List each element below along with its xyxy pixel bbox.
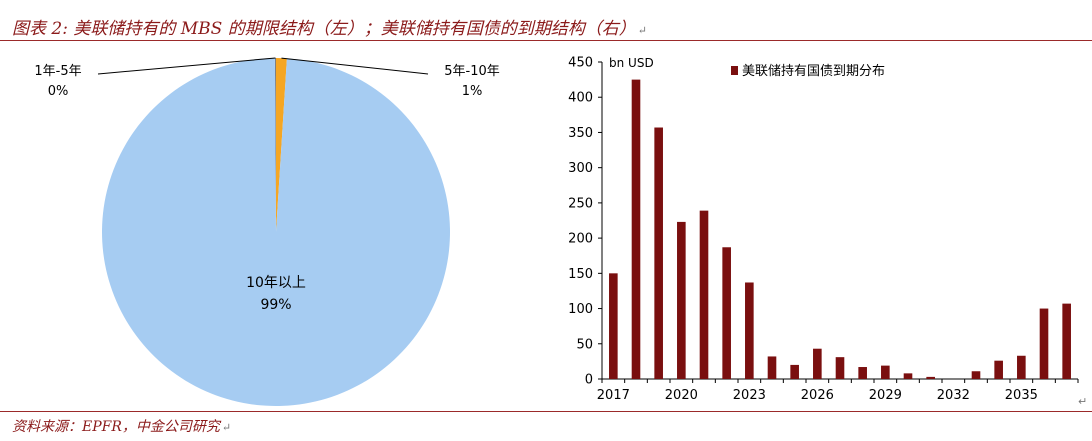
bar [1017,355,1026,379]
bar [722,247,731,379]
y-tick-label: 450 [568,56,593,71]
legend-swatch [731,66,738,75]
title-rule [0,40,1092,41]
y-tick-label: 100 [568,302,593,317]
leader-line [97,57,276,75]
bar [699,210,709,379]
paragraph-mark-icon: ↵ [221,421,232,434]
x-tick-label: 2029 [869,388,902,403]
y-tick-label: 50 [576,337,593,352]
bar [926,376,935,379]
bar [881,365,890,379]
bar [631,79,641,379]
bar [677,221,686,379]
y-tick-label: 200 [568,232,593,247]
source-rule [0,411,1092,412]
y-tick-label: 350 [568,126,593,141]
bar [1039,308,1049,379]
bar [903,373,913,379]
x-tick-label: 2023 [733,388,766,403]
source-text: 资料来源：EPFR，中金公司研究 [12,419,220,435]
leader-line [281,57,429,75]
x-tick-label: 2017 [597,388,630,403]
pie-slice [274,58,276,232]
bar [858,367,867,379]
pie-label: 10年以上 [246,275,306,291]
paragraph-mark-icon: ↵ [1078,395,1088,408]
pie-label: 5年-10年 [444,64,500,79]
x-tick-label: 2020 [665,388,698,403]
figure-title: 图表 2: 美联储持有的 MBS 的期限结构（左）；美联储持有国债的到期结构（右… [12,14,647,39]
figure-title-text: 图表 2: 美联储持有的 MBS 的期限结构（左）；美联储持有国债的到期结构（右… [12,19,636,39]
pie-label: 1年-5年 [34,64,81,79]
y-tick-label: 0 [585,373,593,388]
source-note: 资料来源：EPFR，中金公司研究 ↵ [12,416,231,436]
bar [971,371,981,379]
x-tick-label: 2035 [1005,388,1038,403]
pie-pct-label: 0% [48,84,69,99]
bar [813,348,822,379]
bar [654,127,663,379]
x-tick-label: 2032 [937,388,970,403]
x-tick-label: 2026 [801,388,834,403]
pie-slice [102,58,451,407]
y-tick-label: 300 [568,161,593,176]
pie-chart: 1年-5年 0% 5年-10年 1% 10年以上 99% [34,57,500,407]
bar [790,364,799,379]
bar-chart: 0 50 100 150 200 250 300 350 400 450 bn USD 2017 202… [568,56,1079,403]
pie-pct-label: 1% [462,84,483,99]
y-tick-label: 400 [568,91,593,106]
pie-slice [276,58,287,232]
unit-label: bn USD [609,56,654,70]
bar [994,360,1003,379]
y-tick-label: 150 [568,267,593,282]
bar [767,356,777,379]
bar [1062,303,1071,379]
y-tick-label: 250 [568,196,593,211]
bar [609,273,618,379]
legend-label: 美联储持有国债到期分布 [742,64,885,79]
paragraph-mark-icon: ↵ [637,24,647,37]
pie-pct-label: 99% [260,297,291,313]
bar [835,357,845,379]
bar [745,282,754,379]
